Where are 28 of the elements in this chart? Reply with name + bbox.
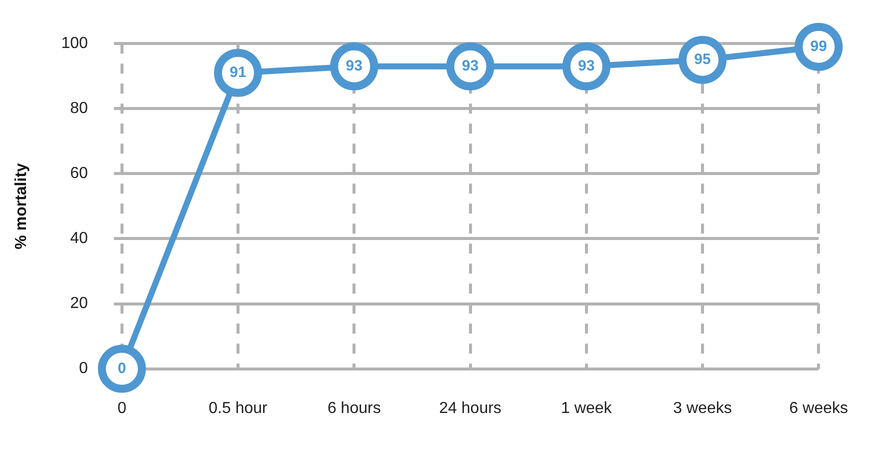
data-label: 91 <box>230 64 246 82</box>
y-tick-label: 100 <box>61 35 88 52</box>
point <box>98 344 146 393</box>
x-tick-label: 0.5 hour <box>208 400 268 417</box>
y-tick-label: 20 <box>70 295 88 312</box>
data-label: 93 <box>578 58 595 75</box>
x-tick-label: 24 hours <box>439 400 502 417</box>
x-tick-label: 0 <box>117 400 126 417</box>
data-label: 93 <box>346 58 362 75</box>
x-tick-label: 1 week <box>561 400 613 417</box>
x-tick-label: 6 weeks <box>789 400 848 417</box>
x-tick-label: 6 hours <box>327 400 381 417</box>
data-label: 0 <box>118 360 126 377</box>
y-tick-label: 60 <box>70 165 88 182</box>
data-label: 99 <box>810 38 827 55</box>
point <box>446 42 494 90</box>
y-tick-label: 80 <box>70 100 88 118</box>
point <box>794 22 843 71</box>
point <box>562 42 610 90</box>
point <box>214 48 262 97</box>
y-axis-title: % mortality <box>13 162 30 250</box>
x-tick-label: 3 weeks <box>673 400 732 417</box>
y-tick-label: 40 <box>70 230 88 248</box>
data-label: 93 <box>462 58 479 75</box>
y-tick-label: 0 <box>78 360 88 378</box>
data-label: 95 <box>694 51 711 68</box>
point <box>678 36 727 84</box>
point <box>330 42 378 90</box>
